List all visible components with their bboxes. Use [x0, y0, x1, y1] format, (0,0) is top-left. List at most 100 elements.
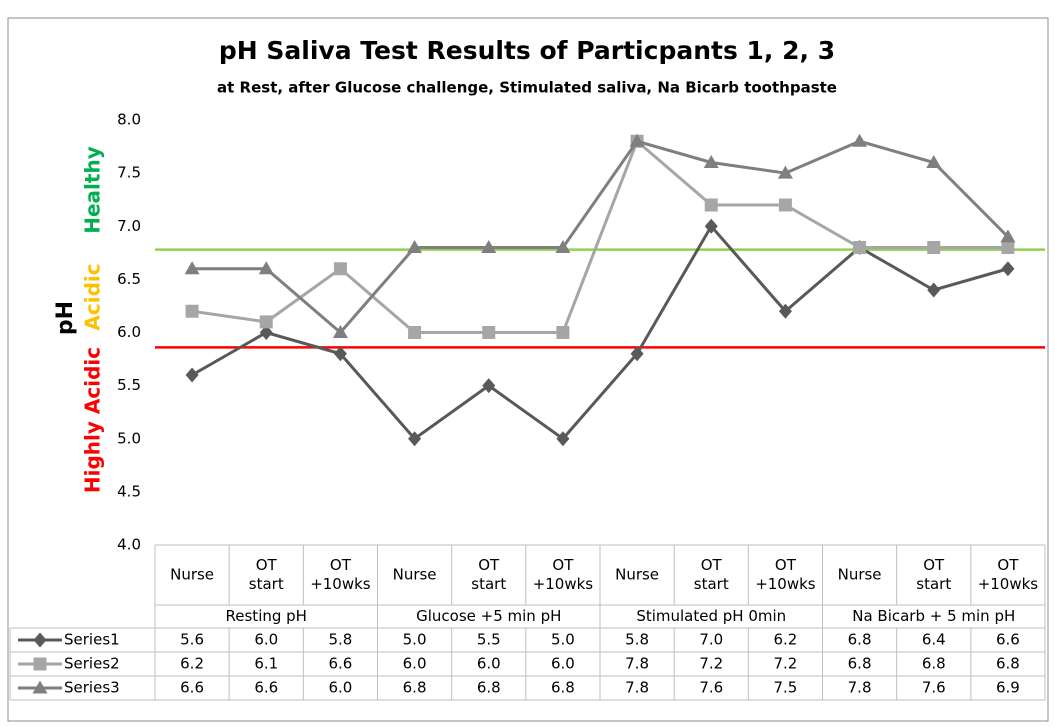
y-tick-label: 6.5: [117, 270, 141, 288]
x-tick-label: start: [471, 575, 506, 593]
table-value: 6.8: [848, 655, 872, 673]
table-value: 6.6: [254, 679, 278, 697]
chart-border: [7, 17, 1049, 722]
table-value: 5.5: [477, 631, 501, 649]
table-value: 7.6: [699, 679, 723, 697]
y-tick-label: 5.5: [117, 376, 141, 394]
table-value: 7.2: [773, 655, 797, 673]
table-value: 6.0: [477, 655, 501, 673]
marker: [927, 282, 941, 298]
marker: [407, 240, 423, 253]
x-tick-label: start: [694, 575, 729, 593]
marker: [852, 133, 868, 147]
table-value: 6.1: [254, 655, 278, 673]
x-tick-label: Nurse: [393, 566, 437, 584]
x-tick-label: OT: [478, 556, 500, 574]
y-tick-label: 6.0: [117, 323, 141, 341]
group-label: Glucose +5 min pH: [416, 607, 561, 625]
marker: [629, 133, 645, 147]
marker: [555, 240, 571, 253]
table-value: 6.8: [848, 631, 872, 649]
marker: [408, 431, 422, 447]
y-tick-label: 4.5: [117, 482, 141, 500]
y-tick-label: 7.0: [117, 217, 141, 235]
table-value: 6.8: [403, 679, 427, 697]
table-value: 7.2: [699, 655, 723, 673]
table-value: 6.8: [477, 679, 501, 697]
marker: [1000, 229, 1016, 243]
y-axis-label: pH: [53, 301, 78, 335]
group-label: Stimulated pH 0min: [636, 607, 786, 625]
y-tick-label: 7.5: [117, 164, 141, 182]
marker: [259, 325, 273, 340]
marker: [630, 346, 644, 362]
marker: [703, 155, 719, 168]
table-value: 7.5: [773, 679, 797, 697]
table-value: 5.8: [328, 631, 352, 649]
x-tick-label: +10wks: [310, 575, 371, 593]
table-value: 7.0: [699, 631, 723, 649]
x-tick-label: OT: [552, 556, 574, 574]
x-tick-label: Nurse: [170, 566, 214, 584]
chart-subtitle: at Rest, after Glucose challenge, Stimul…: [217, 79, 837, 97]
marker: [333, 346, 347, 362]
table-value: 7.8: [625, 679, 649, 697]
marker: [33, 632, 47, 648]
x-tick-label: OT: [701, 556, 723, 574]
series-line: [191, 223, 1009, 441]
marker: [185, 304, 199, 318]
x-tick-label: +10wks: [533, 575, 594, 593]
marker: [332, 325, 348, 338]
marker: [481, 240, 497, 253]
legend-label: Series2: [64, 655, 120, 673]
marker: [556, 326, 570, 339]
x-tick-label: OT: [997, 556, 1019, 574]
table-value: 7.8: [848, 679, 872, 697]
x-tick-label: +10wks: [755, 575, 816, 593]
table-value: 6.6: [180, 679, 204, 697]
table-value: 6.6: [328, 655, 352, 673]
marker: [853, 241, 867, 254]
group-label: Na Bicarb + 5 min pH: [852, 607, 1015, 625]
annotation: Acidic: [81, 263, 105, 330]
y-tick-label: 4.0: [117, 536, 141, 554]
table-value: 6.0: [328, 679, 352, 697]
x-tick-label: OT: [256, 556, 278, 574]
marker: [1001, 241, 1015, 254]
legend-label: Series1: [64, 631, 120, 649]
x-tick-label: OT: [923, 556, 945, 574]
table-value: 7.8: [625, 655, 649, 673]
marker: [704, 218, 718, 234]
legend-label: Series3: [64, 679, 120, 697]
table-value: 6.8: [922, 655, 946, 673]
x-tick-label: +10wks: [978, 575, 1039, 593]
marker: [184, 261, 200, 275]
marker: [259, 315, 273, 329]
table-value: 6.0: [403, 655, 427, 673]
marker: [778, 303, 792, 319]
marker: [927, 241, 941, 254]
table-value: 6.0: [254, 631, 278, 649]
x-tick-label: Nurse: [838, 566, 882, 584]
table-value: 5.0: [403, 631, 427, 649]
x-tick-label: Nurse: [615, 566, 659, 584]
y-tick-label: 8.0: [117, 111, 141, 129]
series-line: [191, 138, 1008, 334]
table-value: 6.6: [996, 631, 1020, 649]
marker: [32, 680, 48, 694]
x-tick-label: start: [916, 575, 951, 593]
marker: [926, 155, 942, 168]
series-line: [192, 139, 1009, 335]
table-value: 5.0: [551, 631, 575, 649]
annotation: Highly Acidic: [81, 347, 105, 493]
table-value: 6.8: [551, 679, 575, 697]
marker: [33, 657, 47, 671]
x-tick-label: start: [249, 575, 284, 593]
marker: [408, 326, 422, 339]
table-value: 6.8: [996, 655, 1020, 673]
marker: [333, 262, 347, 276]
marker: [778, 198, 792, 212]
table-value: 6.2: [180, 655, 204, 673]
marker: [185, 367, 199, 383]
